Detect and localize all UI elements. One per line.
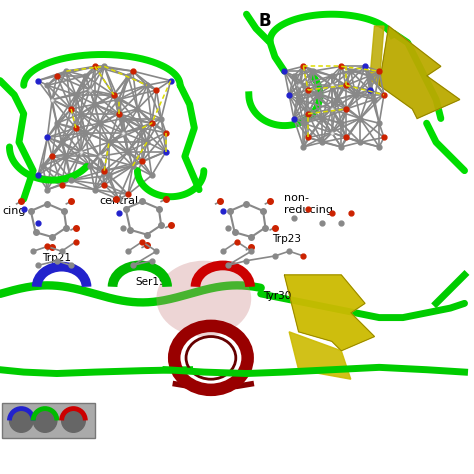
Polygon shape <box>370 26 384 85</box>
Text: cing: cing <box>2 206 26 216</box>
Text: central: central <box>99 196 138 207</box>
Text: B: B <box>258 12 271 30</box>
Text: non-
reducing: non- reducing <box>284 193 333 215</box>
Text: Tyr30: Tyr30 <box>263 291 292 301</box>
Text: Trp23: Trp23 <box>273 234 301 245</box>
Circle shape <box>9 409 33 432</box>
Text: Trp21: Trp21 <box>42 253 72 264</box>
Ellipse shape <box>156 261 251 337</box>
FancyBboxPatch shape <box>2 403 95 438</box>
Polygon shape <box>284 275 374 351</box>
Circle shape <box>62 409 85 432</box>
Text: Ser19: Ser19 <box>135 277 166 287</box>
Polygon shape <box>379 26 460 118</box>
Circle shape <box>33 409 57 432</box>
Polygon shape <box>289 332 351 379</box>
